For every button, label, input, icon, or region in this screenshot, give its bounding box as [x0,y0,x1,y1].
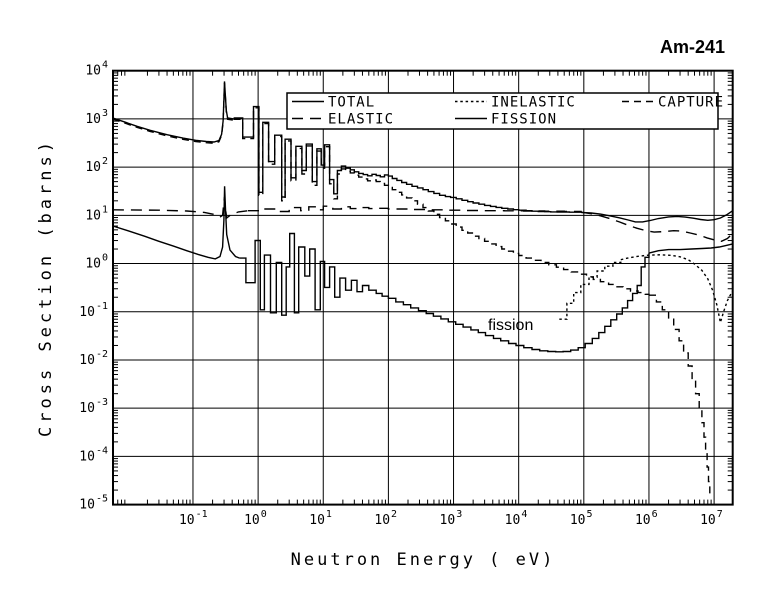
series-capture-path [113,82,234,144]
series-elastic [113,196,733,243]
x-tick-labels: 10-1 100 101 102 103 104 105 106 107 [179,509,723,528]
x-tick-label--1: 10-1 [179,509,208,528]
x-tick-label-6: 106 [635,509,658,528]
legend-label-elastic: ELASTIC [328,112,394,128]
x-axis-title: Neutron Energy ( eV) [290,550,556,570]
series-inelastic [559,254,733,323]
legend-label-inelastic: INELASTIC [491,95,576,111]
y-tick-label-2: 102 [85,156,108,175]
series-inelastic-path [620,254,733,323]
series-elastic-path [248,205,582,213]
x-tick-label-4: 104 [505,509,528,528]
series-curves [113,81,733,497]
legend-label-total: TOTAL [328,95,375,111]
series-fission-path [239,232,650,353]
series-inelastic-path [559,259,622,320]
fission-annotation: fission [488,317,534,334]
series-capture [113,82,711,497]
y-tick-label--3: 10-3 [79,397,108,416]
series-fission-path [113,186,240,260]
series-elastic-path [580,211,733,243]
legend-box [286,92,719,130]
gridlines [113,70,733,506]
series-capture-path [649,294,711,497]
y-tick-label-3: 103 [85,108,108,127]
y-tick-label-4: 104 [85,60,108,79]
y-tick-labels: 104 103 102 101 100 10-1 10-2 10-3 10-4 10-5 [79,60,108,513]
y-tick-label--1: 10-1 [79,301,108,320]
series-total-path [233,105,582,213]
x-tick-label-7: 107 [700,509,723,528]
x-tick-label-5: 105 [570,509,593,528]
y-tick-label--4: 10-4 [79,445,108,464]
axis-ticks [113,70,733,505]
x-tick-label-0: 100 [244,509,267,528]
y-axis-title: Cross Section (barns) [36,138,56,437]
series-total-path [113,81,234,143]
x-tick-label-1: 101 [309,509,332,528]
x-tick-label-2: 102 [374,509,397,528]
y-tick-label-0: 100 [85,253,108,272]
series-fission [113,186,733,353]
y-tick-label--5: 10-5 [79,494,108,513]
plot-frame [112,69,734,506]
series-total-path [581,210,733,223]
chart-title: Am-241 [659,37,725,57]
series-elastic-path [113,196,249,220]
legend: TOTAL INELASTIC CAPTURE ELASTIC FISSION [286,92,724,130]
x-tick-label-3: 103 [440,509,463,528]
y-tick-label-1: 101 [85,204,108,223]
legend-label-fission: FISSION [491,112,557,128]
series-fission-path [648,243,733,254]
legend-label-capture: CAPTURE [658,95,724,111]
y-tick-label--2: 10-2 [79,349,108,368]
series-capture-path [233,107,650,296]
